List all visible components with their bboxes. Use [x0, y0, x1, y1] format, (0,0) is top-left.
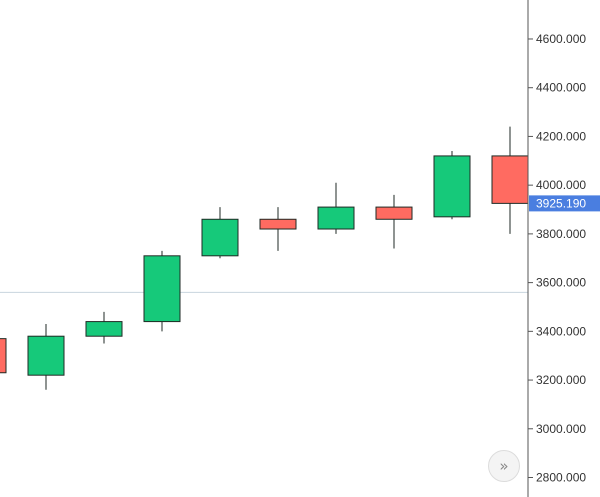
y-tick-label: 3600.000 [536, 276, 586, 290]
y-tick-label: 4200.000 [536, 129, 586, 143]
last-price-label-bg [529, 195, 600, 212]
candle-body [143, 255, 181, 323]
y-tick-label: 4600.000 [536, 32, 586, 46]
y-tick-label: 4400.000 [536, 81, 586, 95]
double-chevron-right-icon: » [499, 457, 509, 475]
candle-body [317, 206, 355, 230]
candle-body [375, 206, 413, 220]
y-tick-label: 3000.000 [536, 422, 586, 436]
y-tick-label: 3200.000 [536, 373, 586, 387]
candle-body [0, 338, 7, 374]
scroll-to-latest-button[interactable]: » [488, 450, 520, 482]
candle-body [491, 155, 529, 204]
candle-body [259, 218, 297, 230]
candle-body [201, 218, 239, 257]
candle-body [433, 155, 471, 218]
last-price-label: 3925.190 [536, 196, 586, 210]
y-tick-label: 4000.000 [536, 178, 586, 192]
y-tick-label: 3400.000 [536, 324, 586, 338]
candle-body [85, 321, 123, 337]
candle-body [27, 335, 65, 376]
y-tick-label: 3800.000 [536, 227, 586, 241]
y-tick-label: 2800.000 [536, 471, 586, 485]
